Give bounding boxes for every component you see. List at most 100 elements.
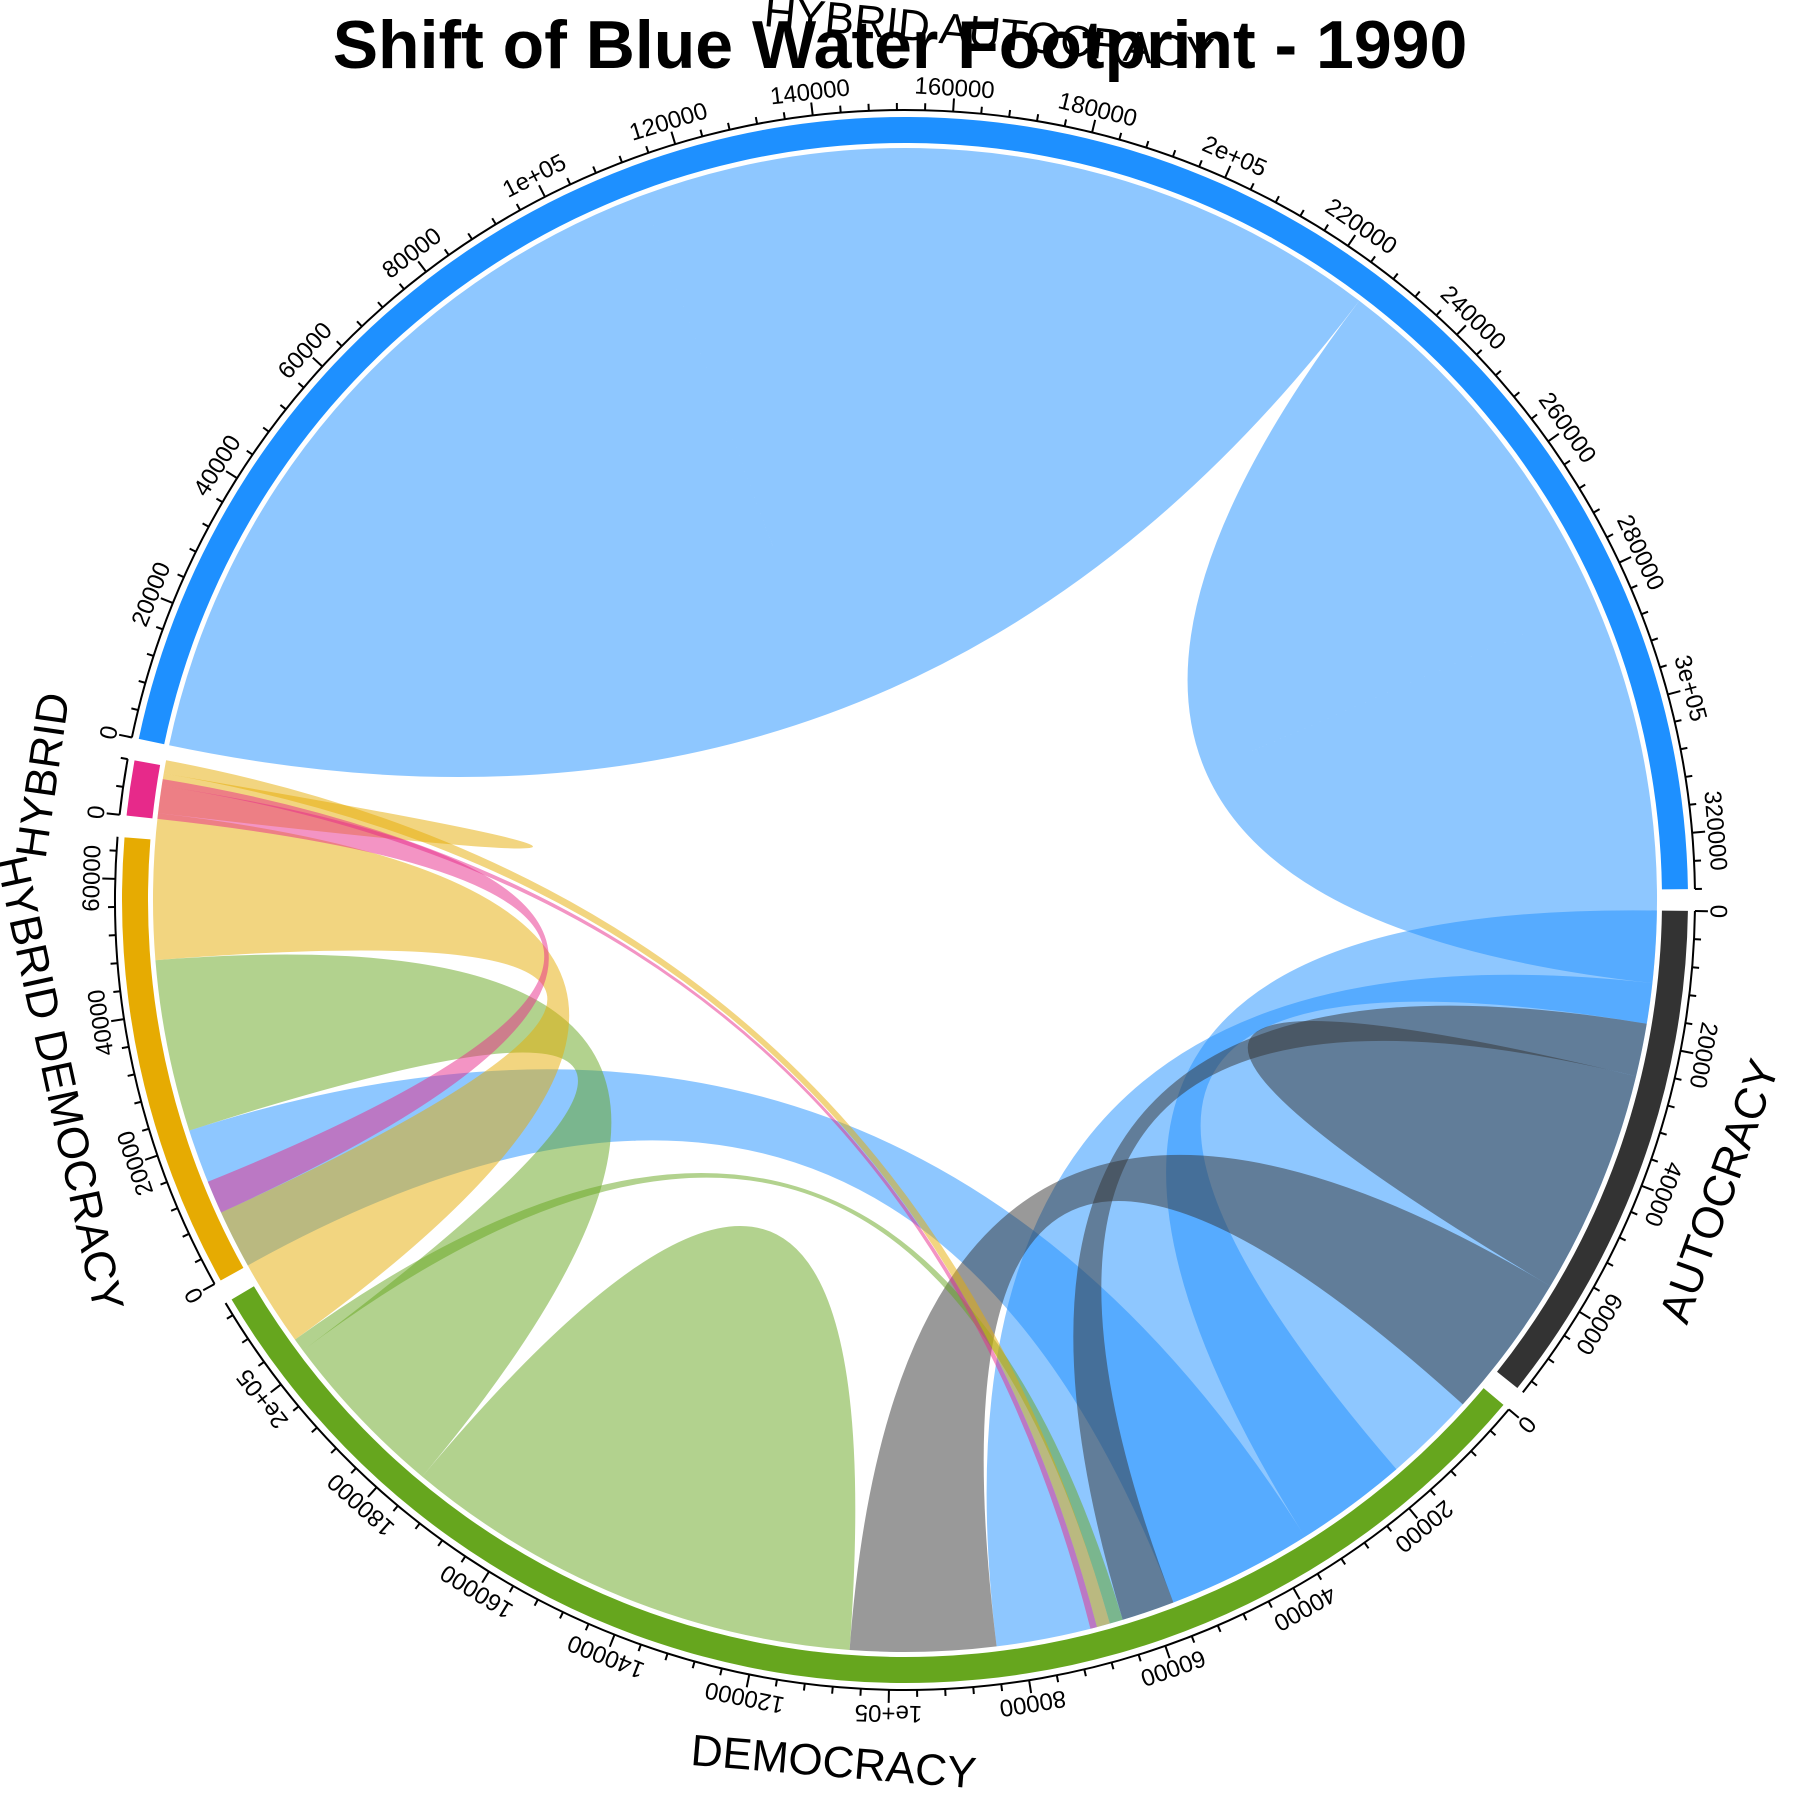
minor-tick [120, 756, 128, 761]
minor-tick [1641, 610, 1649, 616]
minor-tick [377, 301, 384, 309]
minor-tick [1323, 224, 1329, 232]
sector-axis-democracy [224, 1302, 1510, 1691]
tick-label: 40000 [1638, 1158, 1687, 1230]
minor-tick [1530, 1380, 1538, 1387]
minor-tick [1429, 1489, 1436, 1496]
minor-tick [645, 145, 650, 154]
minor-tick [1530, 413, 1538, 420]
minor-tick [110, 962, 118, 965]
minor-tick [113, 990, 121, 994]
tick-label: 0 [179, 1283, 209, 1308]
minor-tick [1650, 637, 1659, 642]
minor-tick [1674, 1077, 1682, 1081]
minor-tick [160, 1181, 168, 1186]
major-tick [225, 470, 238, 479]
tick-label: 180000 [1055, 87, 1139, 132]
minor-tick [1680, 746, 1688, 751]
minor-tick [637, 1644, 642, 1652]
major-tick [1028, 1680, 1033, 1694]
major-tick [202, 1283, 216, 1292]
minor-tick [1035, 114, 1040, 122]
tick-label: 40000 [1269, 1580, 1340, 1636]
tick-label: 0 [82, 804, 110, 820]
major-tick [367, 1486, 378, 1498]
major-tick [1091, 119, 1097, 133]
minor-tick [491, 217, 497, 225]
minor-tick [350, 1467, 357, 1474]
major-tick [1224, 165, 1232, 179]
major-tick [1578, 1310, 1591, 1320]
major-tick [144, 1154, 158, 1161]
chord-link-hybrid-autocracy-to-autocracy [1166, 910, 1657, 1537]
minor-tick [127, 1073, 135, 1077]
tick-label: 120000 [703, 1676, 787, 1718]
minor-tick [1689, 802, 1697, 806]
minor-tick [592, 166, 597, 174]
major-tick [312, 356, 324, 368]
major-tick [118, 733, 133, 739]
chord-link-autocracy-to-autocracy [1247, 1021, 1637, 1287]
major-tick [1347, 234, 1357, 247]
major-tick [481, 1571, 490, 1584]
minor-tick [664, 1653, 669, 1661]
minor-tick [1083, 1669, 1087, 1677]
major-tick [1692, 830, 1706, 834]
minor-tick [398, 283, 405, 290]
minor-tick [414, 1522, 421, 1530]
minor-tick [177, 573, 185, 579]
minor-tick [1592, 1286, 1601, 1292]
minor-tick [226, 1314, 234, 1320]
major-tick [538, 184, 546, 198]
minor-tick [566, 177, 572, 185]
minor-tick [1513, 391, 1520, 398]
tick-label: 320000 [1698, 790, 1732, 872]
minor-tick [1118, 132, 1123, 140]
minor-tick [1470, 1450, 1477, 1457]
minor-tick [699, 129, 704, 137]
minor-tick [182, 1232, 190, 1238]
sector-label-democracy: DEMOCRACY [689, 1726, 978, 1798]
minor-tick [802, 1683, 806, 1691]
minor-tick [262, 426, 270, 433]
minor-tick [1008, 109, 1012, 118]
tick-label: 160000 [914, 72, 996, 104]
minor-tick [1137, 1654, 1142, 1662]
major-tick [952, 98, 955, 112]
minor-tick [1592, 508, 1601, 514]
tick-label: 2e+05 [1198, 131, 1271, 183]
minor-tick [202, 522, 210, 528]
major-tick [111, 1018, 125, 1023]
minor-tick [1414, 290, 1421, 298]
tick-label: 0 [95, 723, 124, 742]
minor-tick [1274, 195, 1280, 203]
minor-tick [1316, 1573, 1323, 1581]
minor-tick [1659, 664, 1667, 669]
minor-tick [839, 105, 842, 113]
major-tick [160, 597, 174, 605]
minor-tick [1063, 119, 1068, 127]
minor-tick [559, 1611, 564, 1619]
minor-tick [1659, 1131, 1667, 1136]
minor-tick [1242, 1613, 1248, 1621]
minor-tick [980, 106, 983, 114]
minor-tick [727, 122, 731, 130]
minor-tick [691, 1661, 696, 1669]
major-tick [810, 102, 814, 116]
minor-tick [1650, 1158, 1659, 1163]
sector-axis-hybrid-autocracy [130, 109, 1696, 889]
minor-tick [138, 679, 146, 684]
minor-tick [1363, 1542, 1370, 1549]
sector-label-hybrid-democracy: HYBRID DEMOCRACY [0, 851, 133, 1315]
minor-tick [1547, 1357, 1555, 1364]
minor-tick [1249, 182, 1255, 191]
minor-tick [155, 626, 164, 631]
minor-tick [1435, 309, 1442, 317]
minor-tick [1392, 272, 1399, 280]
minor-tick [246, 449, 254, 456]
minor-tick [1450, 1470, 1457, 1477]
sector-label-hybrid: HYBRID [7, 690, 79, 862]
minor-tick [1386, 1525, 1393, 1533]
minor-tick [972, 1686, 975, 1695]
